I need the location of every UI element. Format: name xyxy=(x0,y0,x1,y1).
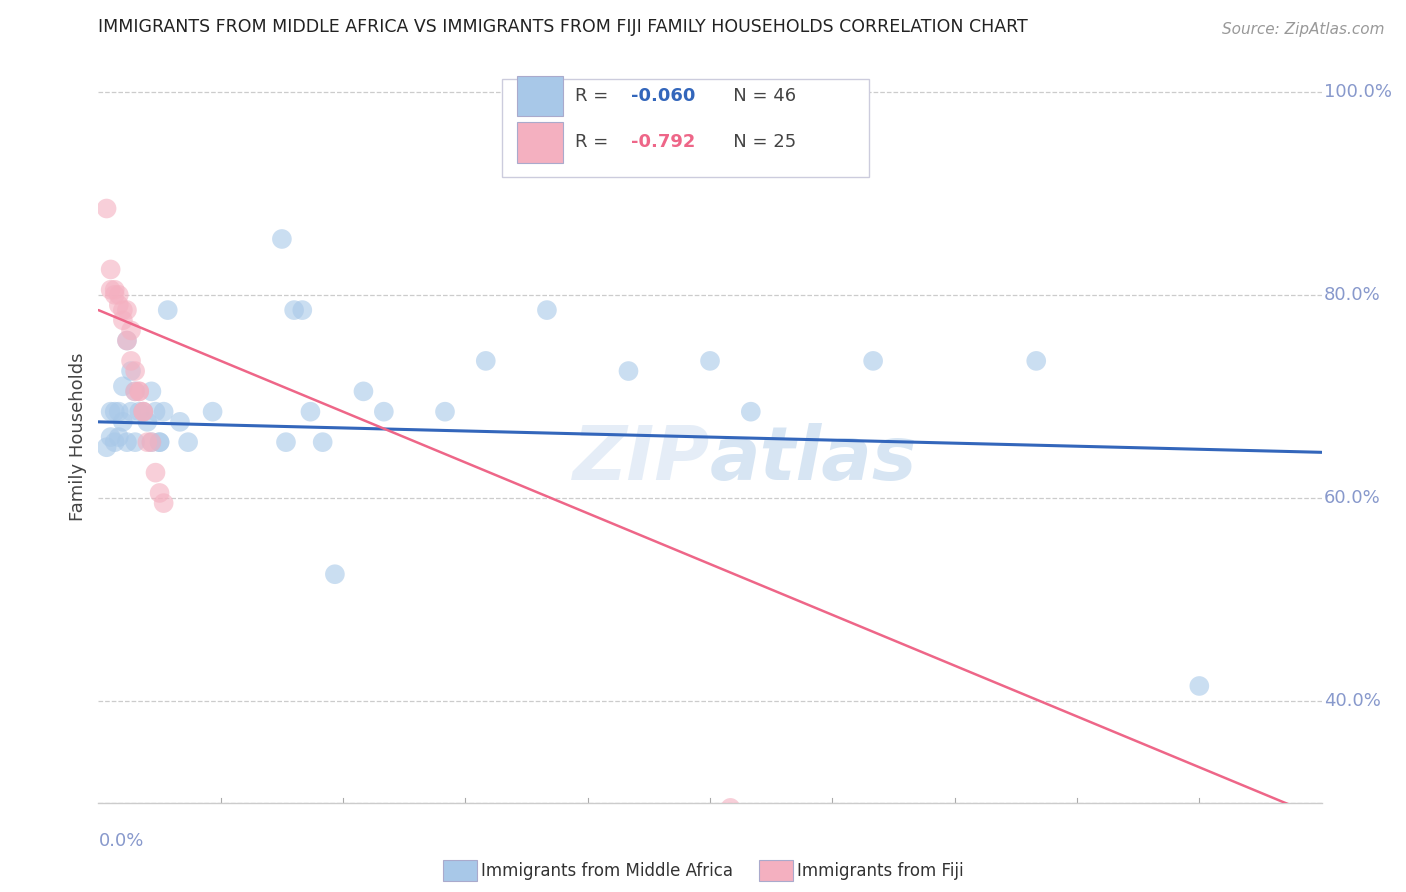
Point xyxy=(115,435,138,450)
Point xyxy=(108,405,131,419)
Point xyxy=(141,435,163,450)
Point xyxy=(156,303,179,318)
Point xyxy=(104,405,127,419)
Point xyxy=(115,334,138,348)
Point xyxy=(132,405,155,419)
FancyBboxPatch shape xyxy=(517,122,564,162)
Point xyxy=(274,435,297,450)
Point xyxy=(124,435,146,450)
Point xyxy=(152,405,174,419)
Point xyxy=(132,405,155,419)
Point xyxy=(1188,679,1211,693)
Point xyxy=(299,405,322,419)
Text: R =: R = xyxy=(575,87,614,105)
Point xyxy=(124,364,146,378)
Point xyxy=(108,298,131,312)
Point xyxy=(108,288,131,302)
Point xyxy=(100,262,122,277)
Point xyxy=(128,384,150,399)
Point xyxy=(115,334,138,348)
Point xyxy=(373,405,395,419)
Point xyxy=(141,435,163,450)
Point xyxy=(149,435,172,450)
Point xyxy=(474,354,498,368)
Text: Immigrants from Middle Africa: Immigrants from Middle Africa xyxy=(481,862,733,880)
Point xyxy=(120,323,142,337)
Text: Source: ZipAtlas.com: Source: ZipAtlas.com xyxy=(1222,22,1385,37)
Point xyxy=(862,354,884,368)
Point xyxy=(718,801,742,815)
Point xyxy=(1025,354,1047,368)
Point xyxy=(96,202,118,216)
Point xyxy=(152,496,174,510)
Point xyxy=(104,288,127,302)
Point xyxy=(111,379,134,393)
FancyBboxPatch shape xyxy=(517,76,564,116)
Point xyxy=(177,435,200,450)
Text: ZIP: ZIP xyxy=(572,423,710,496)
Point xyxy=(312,435,335,450)
Point xyxy=(111,303,134,318)
Text: 80.0%: 80.0% xyxy=(1324,285,1381,304)
Point xyxy=(115,303,138,318)
Point xyxy=(104,435,127,450)
Point xyxy=(124,384,146,399)
Point xyxy=(132,405,155,419)
Y-axis label: Family Households: Family Households xyxy=(69,353,87,521)
Point xyxy=(96,440,118,454)
FancyBboxPatch shape xyxy=(502,78,869,178)
Point xyxy=(108,430,131,444)
Point xyxy=(434,405,457,419)
Text: 100.0%: 100.0% xyxy=(1324,83,1392,101)
Point xyxy=(740,405,762,419)
Text: -0.792: -0.792 xyxy=(630,134,695,152)
Point xyxy=(169,415,191,429)
Point xyxy=(136,415,159,429)
Text: IMMIGRANTS FROM MIDDLE AFRICA VS IMMIGRANTS FROM FIJI FAMILY HOUSEHOLDS CORRELAT: IMMIGRANTS FROM MIDDLE AFRICA VS IMMIGRA… xyxy=(98,18,1028,36)
Point xyxy=(136,435,159,450)
Point xyxy=(120,364,142,378)
Point xyxy=(201,405,224,419)
Point xyxy=(699,354,721,368)
Point xyxy=(100,405,122,419)
Point xyxy=(283,303,305,318)
Text: 0.0%: 0.0% xyxy=(98,832,143,850)
Point xyxy=(145,405,167,419)
Point xyxy=(352,384,374,399)
Point xyxy=(111,415,134,429)
Point xyxy=(323,567,346,582)
Point xyxy=(141,384,163,399)
Point xyxy=(149,486,172,500)
Point xyxy=(120,405,142,419)
Point xyxy=(617,364,640,378)
Point xyxy=(100,283,122,297)
Text: atlas: atlas xyxy=(710,423,918,496)
Point xyxy=(149,435,172,450)
Text: R =: R = xyxy=(575,134,614,152)
Point xyxy=(128,405,150,419)
Point xyxy=(124,384,146,399)
Text: N = 46: N = 46 xyxy=(716,87,796,105)
Text: 60.0%: 60.0% xyxy=(1324,489,1381,507)
Text: N = 25: N = 25 xyxy=(716,134,796,152)
Point xyxy=(291,303,314,318)
Point xyxy=(145,466,167,480)
Text: 40.0%: 40.0% xyxy=(1324,692,1381,710)
Point xyxy=(270,232,294,246)
Text: -0.060: -0.060 xyxy=(630,87,695,105)
Point xyxy=(111,313,134,327)
Point xyxy=(100,430,122,444)
Point xyxy=(536,303,558,318)
Point xyxy=(104,283,127,297)
Point xyxy=(128,384,150,399)
Point xyxy=(120,354,142,368)
Text: Immigrants from Fiji: Immigrants from Fiji xyxy=(797,862,965,880)
